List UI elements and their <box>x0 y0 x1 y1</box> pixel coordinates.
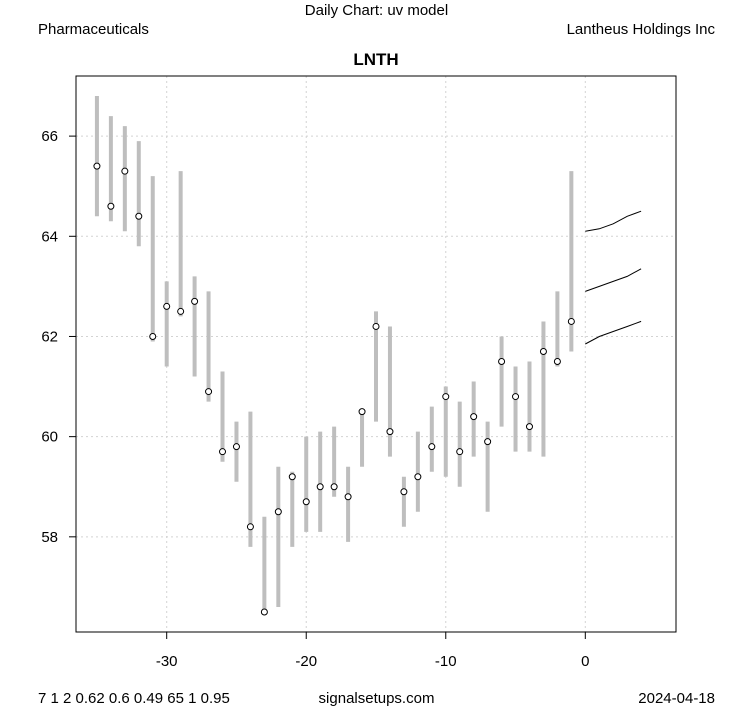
close-point <box>191 297 199 305</box>
model-params: 7 1 2 0.62 0.6 0.49 65 1 0.95 <box>38 690 230 707</box>
close-point <box>525 423 533 431</box>
close-point <box>316 483 324 491</box>
close-point <box>177 307 185 315</box>
close-point <box>232 443 240 451</box>
close-point <box>539 347 547 355</box>
close-point <box>274 508 282 516</box>
close-point <box>205 388 213 396</box>
close-point <box>553 358 561 366</box>
close-point <box>442 393 450 401</box>
y-tick-label: 64 <box>41 228 58 245</box>
sector-label: Pharmaceuticals <box>38 21 149 38</box>
close-point <box>400 488 408 496</box>
x-tick-label: -30 <box>156 653 178 670</box>
x-tick-label: -10 <box>435 653 457 670</box>
forecast-line <box>585 210 642 232</box>
close-point <box>498 358 506 366</box>
close-point <box>246 523 254 531</box>
close-point <box>428 443 436 451</box>
y-tick-label: 66 <box>41 128 58 145</box>
source-site: signalsetups.com <box>318 690 435 707</box>
close-point <box>149 332 157 340</box>
close-point <box>302 498 310 506</box>
y-tick-label: 60 <box>41 429 58 446</box>
y-tick-label: 62 <box>41 328 58 345</box>
close-point <box>260 608 268 616</box>
plot-frame <box>75 75 677 633</box>
chart-title: LNTH <box>353 50 398 69</box>
close-points <box>93 162 575 616</box>
close-point <box>93 162 101 170</box>
forecast-line <box>585 320 642 345</box>
chart-date: 2024-04-18 <box>638 690 715 707</box>
close-point <box>288 473 296 481</box>
close-point <box>386 428 394 436</box>
close-point <box>358 408 366 416</box>
forecast-lines <box>585 210 642 345</box>
company-name: Lantheus Holdings Inc <box>566 21 715 38</box>
close-point <box>121 167 129 175</box>
close-point <box>470 413 478 421</box>
close-point <box>135 212 143 220</box>
close-point <box>484 438 492 446</box>
close-point <box>567 317 575 325</box>
y-tick-label: 58 <box>41 529 58 546</box>
close-point <box>219 448 227 456</box>
close-point <box>163 302 171 310</box>
close-point <box>414 473 422 481</box>
grid <box>76 76 676 632</box>
range-bars <box>94 96 574 612</box>
close-point <box>344 493 352 501</box>
x-tick-label: -20 <box>295 653 317 670</box>
close-point <box>456 448 464 456</box>
forecast-line <box>585 268 642 292</box>
x-tick-label: 0 <box>581 653 589 670</box>
close-point <box>512 393 520 401</box>
close-point <box>372 322 380 330</box>
close-point <box>107 202 115 210</box>
axes: -30 -20 -10 0 58 60 62 64 66 <box>41 128 589 670</box>
chart-subtitle: Daily Chart: uv model <box>304 2 449 19</box>
close-point <box>330 483 338 491</box>
